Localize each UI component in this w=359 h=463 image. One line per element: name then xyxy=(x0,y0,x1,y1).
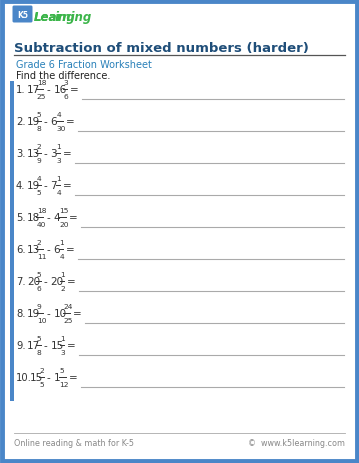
Text: 6: 6 xyxy=(37,286,42,292)
Text: 1.: 1. xyxy=(16,85,25,95)
Text: 1: 1 xyxy=(56,175,61,181)
Text: 9.: 9. xyxy=(16,340,25,350)
Text: Grade 6 Fraction Worksheet: Grade 6 Fraction Worksheet xyxy=(16,60,152,70)
Text: 20: 20 xyxy=(59,222,69,228)
Text: Find the difference.: Find the difference. xyxy=(16,71,110,81)
Text: K5: K5 xyxy=(17,11,28,20)
Text: 5: 5 xyxy=(40,382,45,388)
Text: -: - xyxy=(46,308,50,319)
Text: 5: 5 xyxy=(37,190,41,196)
Text: 2.: 2. xyxy=(16,117,25,127)
Text: 2: 2 xyxy=(37,239,42,245)
Text: Online reading & math for K-5: Online reading & math for K-5 xyxy=(14,438,134,447)
Text: 9: 9 xyxy=(37,158,42,164)
Text: 17: 17 xyxy=(27,340,40,350)
Text: 2: 2 xyxy=(37,144,42,150)
Text: 20: 20 xyxy=(27,276,40,287)
Text: 10: 10 xyxy=(37,318,46,324)
Text: 25: 25 xyxy=(63,318,73,324)
Text: 5.: 5. xyxy=(16,213,25,223)
Text: 18: 18 xyxy=(37,80,46,86)
Text: 17: 17 xyxy=(27,85,40,95)
Text: 5: 5 xyxy=(37,335,41,341)
Text: 10: 10 xyxy=(53,308,66,319)
Text: Subtraction of mixed numbers (harder): Subtraction of mixed numbers (harder) xyxy=(14,42,309,55)
Text: 4: 4 xyxy=(56,112,61,118)
Text: =: = xyxy=(69,372,78,382)
Text: 13: 13 xyxy=(27,149,40,159)
Text: 19: 19 xyxy=(27,181,40,191)
Text: 9: 9 xyxy=(37,303,42,309)
Text: 7: 7 xyxy=(51,181,57,191)
Text: =: = xyxy=(73,308,81,319)
Text: -: - xyxy=(43,149,47,159)
Text: 3: 3 xyxy=(60,350,65,356)
Text: -: - xyxy=(43,117,47,127)
Text: 6: 6 xyxy=(63,94,68,100)
Text: 3.: 3. xyxy=(16,149,25,159)
Text: -: - xyxy=(46,213,50,223)
Text: 24: 24 xyxy=(63,303,73,309)
Text: 5: 5 xyxy=(37,271,41,277)
Text: 4: 4 xyxy=(59,254,64,260)
Text: 6: 6 xyxy=(51,117,57,127)
Text: 13: 13 xyxy=(27,244,40,255)
Text: 3: 3 xyxy=(63,80,68,86)
Text: =: = xyxy=(67,340,76,350)
Text: 19: 19 xyxy=(27,117,40,127)
Text: ©  www.k5learning.com: © www.k5learning.com xyxy=(248,438,345,447)
Text: -: - xyxy=(43,340,47,350)
Text: 8: 8 xyxy=(37,126,42,132)
Text: 15: 15 xyxy=(30,372,43,382)
Text: 25: 25 xyxy=(37,94,46,100)
Text: =: = xyxy=(67,276,76,287)
Text: 1: 1 xyxy=(56,144,61,150)
Text: 20: 20 xyxy=(51,276,64,287)
Text: 6.: 6. xyxy=(16,244,25,255)
Text: 1: 1 xyxy=(59,239,64,245)
FancyBboxPatch shape xyxy=(13,6,33,24)
Text: -: - xyxy=(43,276,47,287)
Text: 16: 16 xyxy=(53,85,67,95)
Text: 1: 1 xyxy=(60,271,65,277)
Text: Lea: Lea xyxy=(34,11,57,24)
Text: 10.: 10. xyxy=(16,372,32,382)
Text: 1: 1 xyxy=(53,372,60,382)
Text: =: = xyxy=(63,181,72,191)
Text: =: = xyxy=(69,213,78,223)
Text: 3: 3 xyxy=(56,158,61,164)
Text: 18: 18 xyxy=(37,207,46,213)
Text: Learning: Learning xyxy=(34,11,92,24)
Text: 15: 15 xyxy=(51,340,64,350)
Text: 6: 6 xyxy=(53,244,60,255)
Text: 4: 4 xyxy=(56,190,61,196)
Text: =: = xyxy=(66,117,75,127)
Text: 7.: 7. xyxy=(16,276,25,287)
FancyBboxPatch shape xyxy=(10,82,14,401)
Text: 12: 12 xyxy=(60,382,69,388)
Text: 8: 8 xyxy=(37,350,42,356)
Text: -: - xyxy=(47,372,50,382)
Text: 8.: 8. xyxy=(16,308,25,319)
Text: 3: 3 xyxy=(51,149,57,159)
Text: =: = xyxy=(63,149,72,159)
Text: 15: 15 xyxy=(59,207,69,213)
Text: 4.: 4. xyxy=(16,181,25,191)
Text: -: - xyxy=(46,85,50,95)
Text: ing: ing xyxy=(55,11,76,24)
Text: 1: 1 xyxy=(60,335,65,341)
Text: 30: 30 xyxy=(56,126,66,132)
Text: 4: 4 xyxy=(37,175,41,181)
Text: =: = xyxy=(70,85,79,95)
Text: 19: 19 xyxy=(27,308,40,319)
Text: -: - xyxy=(43,181,47,191)
Text: 2: 2 xyxy=(40,367,45,373)
Text: 11: 11 xyxy=(37,254,46,260)
Text: 5: 5 xyxy=(60,367,64,373)
Text: 40: 40 xyxy=(37,222,46,228)
Text: 18: 18 xyxy=(27,213,40,223)
Text: 4: 4 xyxy=(53,213,60,223)
Text: 2: 2 xyxy=(60,286,65,292)
Text: -: - xyxy=(46,244,50,255)
